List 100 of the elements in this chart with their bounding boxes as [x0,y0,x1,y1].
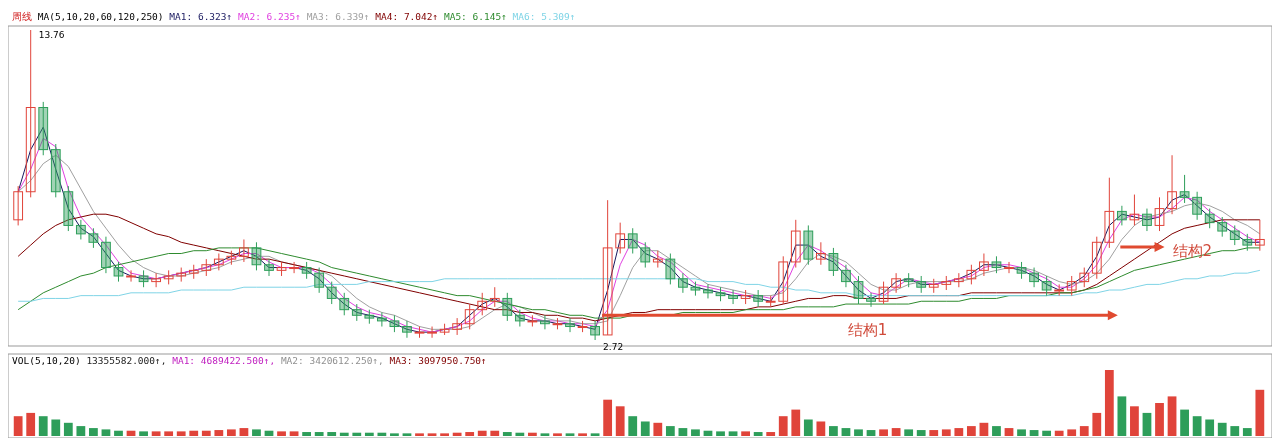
candlestick [452,317,463,336]
bar [1242,428,1252,436]
candlestick [540,314,550,330]
bar [377,432,387,436]
candlestick [1229,224,1240,246]
bar [753,432,763,436]
bar [565,433,575,436]
text: 2.72 [603,342,624,352]
text: MA3: 6.339↑ [306,11,376,22]
candlestick [514,309,525,328]
bar [1042,430,1052,436]
bar [151,431,161,436]
bar [189,430,199,436]
bar [226,429,236,436]
candlestick [1116,205,1127,226]
candlestick [1217,216,1228,238]
candlestick [602,199,613,336]
bar [440,433,449,436]
bar [1192,416,1202,436]
candlestick [1154,196,1165,232]
bar [452,432,462,436]
candlestick [841,264,851,288]
candlestick [866,292,876,308]
bar [891,428,901,436]
candlestick [38,101,49,156]
candlestick [151,272,162,288]
bar [941,429,951,436]
bar [38,416,48,436]
bar [615,406,625,436]
candlestick [979,253,989,277]
bar [239,428,249,436]
bar [628,416,638,436]
bar [201,430,211,436]
bar [979,422,989,436]
candlestick [678,272,688,294]
text: MA4: 7.042↑ [375,11,444,22]
bar [1017,429,1026,436]
candlestick [803,224,814,266]
candlestick [728,289,738,305]
candlestick [753,289,764,308]
candlestick [1142,208,1152,232]
bar [866,430,876,436]
bar [665,426,675,436]
bar [339,432,349,436]
text: MA1: 6.323↑ [169,11,238,22]
candlestick [63,185,74,232]
candlestick [991,255,1002,274]
bar [829,426,838,436]
bar [1029,430,1039,436]
bar [114,430,123,436]
bar [841,428,851,436]
text: MA3: 3097950.750↑ [389,355,487,366]
candlestick [126,269,136,283]
candlestick [427,326,437,339]
bar [854,429,863,436]
bar [578,433,587,436]
candlestick [289,261,299,274]
bar [728,431,738,436]
candlestick [101,236,111,274]
bar [465,432,475,436]
candlestick [703,283,713,299]
bar [1155,403,1164,436]
candlestick [75,219,86,240]
bar [1054,430,1064,436]
candlestick [264,258,274,277]
candlestick [966,264,977,285]
bar [427,433,437,436]
candlestick [339,292,350,316]
bar [477,430,487,436]
candlestick [13,185,24,226]
bar [766,432,776,436]
bar [1004,428,1014,436]
bar [277,431,286,436]
bar [916,430,926,436]
bar [89,428,98,436]
bar [176,431,186,436]
candlestick [1079,267,1090,288]
candlestick [853,275,864,305]
candlestick [565,317,575,333]
text: MA6: 5.309↑ [512,11,576,22]
bar [803,419,813,436]
candlestick [25,29,36,198]
bar [1092,412,1102,436]
candlestick [1242,233,1253,252]
candlestick [239,238,249,263]
bar [1180,409,1189,436]
candlestick [916,275,927,294]
candlestick [1179,174,1190,204]
bar [364,432,374,436]
chart-title: 周线 [12,11,38,22]
text: MA2: 6.235↑ [237,11,307,22]
bar [515,432,525,436]
bar [1205,419,1215,436]
bar [653,422,663,436]
text: MA5: 6.145↑ [443,11,513,22]
bar [1142,412,1152,436]
candlestick [590,320,600,341]
bar [63,422,73,436]
candlestick [351,303,362,322]
bar [214,430,224,436]
